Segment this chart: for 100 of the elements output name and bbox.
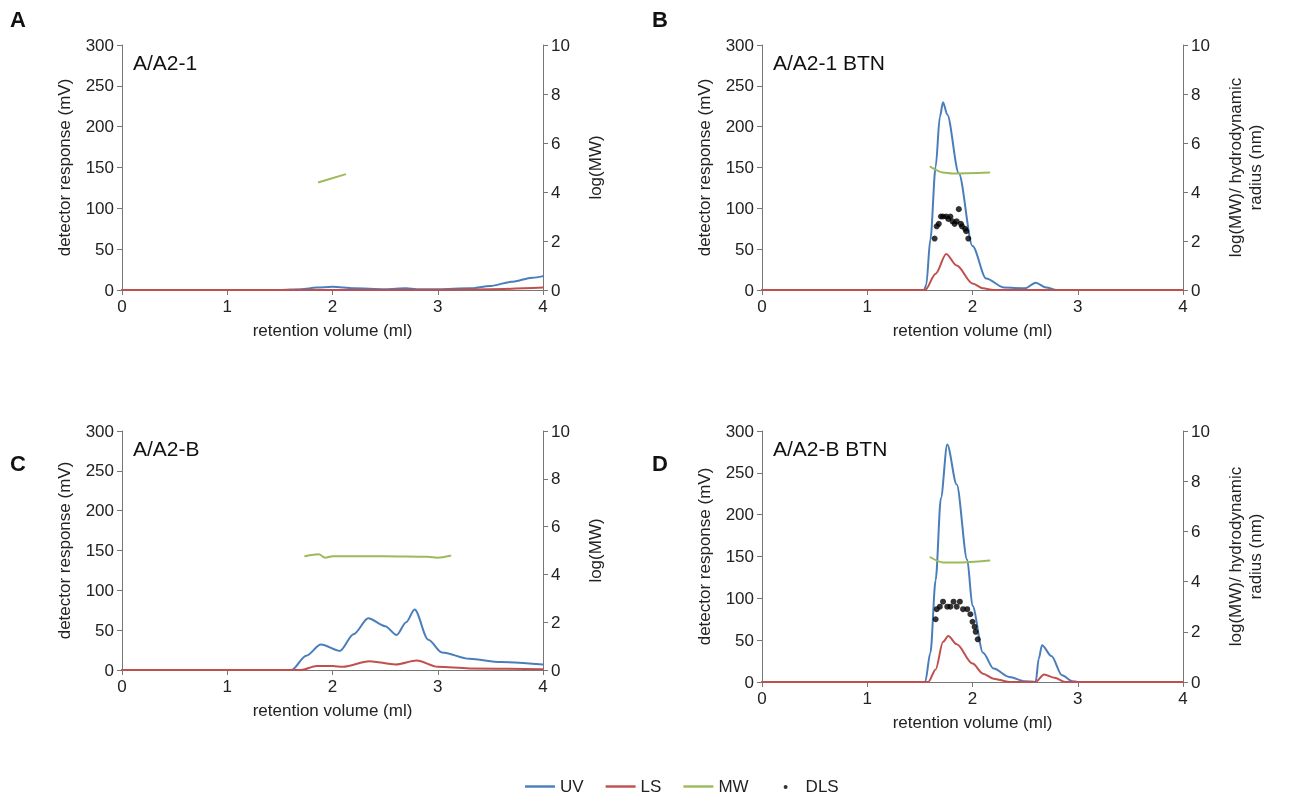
- y2-tick-label: 2: [1191, 622, 1201, 642]
- x-tick-label: 3: [433, 677, 443, 696]
- point: [955, 206, 962, 213]
- y-tick-label: 0: [104, 660, 114, 680]
- y-tick-label: 0: [104, 280, 114, 300]
- y-tick-label: 300: [725, 421, 754, 441]
- point: [974, 636, 981, 643]
- y2-tick-label: 6: [551, 133, 561, 153]
- y-tick-label: 250: [725, 463, 754, 483]
- y2-axis-title: log(MW)/ hydrodynamic radius (nm): [1225, 466, 1265, 647]
- y-tick-label: 200: [85, 501, 114, 521]
- point: [940, 598, 947, 605]
- point: [964, 606, 971, 613]
- y-tick-label: 100: [85, 198, 114, 218]
- y2-tick-label: 6: [551, 517, 561, 537]
- text: C: [10, 450, 26, 476]
- y2-tick-label: 8: [1191, 84, 1201, 104]
- y2-tick-label: 0: [551, 280, 561, 300]
- x-tick-label: 3: [1073, 689, 1083, 708]
- y2-tick-label: 8: [1191, 471, 1201, 491]
- x-tick-label: 1: [862, 689, 872, 708]
- point: [931, 235, 938, 242]
- x-tick-label: 4: [1178, 297, 1188, 316]
- point: [972, 628, 979, 635]
- x-tick-label: 4: [1178, 689, 1188, 708]
- x-tick-label: 2: [327, 297, 338, 316]
- point: [967, 611, 974, 618]
- x-tick-label: 3: [1073, 297, 1083, 316]
- y-tick-label: 0: [744, 280, 754, 300]
- y-tick-label: 300: [85, 421, 114, 441]
- point: [932, 616, 939, 623]
- x-tick-label: 1: [222, 677, 232, 696]
- x-axis-title: retention volume (ml): [252, 700, 413, 720]
- y-tick-label: 50: [95, 620, 114, 640]
- y2-tick-label: 10: [551, 421, 570, 441]
- y-tick-label: 50: [735, 239, 754, 259]
- y2-tick-label: 2: [1191, 231, 1201, 251]
- y2-axis-title: log(MW)/ hydrodynamic radius (nm): [1225, 77, 1265, 258]
- x-tick-label: 0: [117, 297, 127, 316]
- x-tick-label: 2: [967, 297, 978, 316]
- y-tick-label: 150: [85, 541, 114, 560]
- y-tick-label: 200: [85, 117, 114, 137]
- legend-label: LS: [640, 777, 662, 796]
- legend-label: MW: [718, 777, 749, 796]
- y2-axis-title: log(MW): [585, 518, 605, 583]
- y2-axis-title: log(MW): [585, 135, 605, 200]
- y-axis-title: detector response (mV): [54, 461, 74, 640]
- y2-tick-label: 4: [551, 182, 561, 202]
- x-tick-label: 0: [757, 689, 767, 708]
- legend-label: DLS: [805, 777, 839, 796]
- y-tick-label: 300: [725, 35, 754, 55]
- y2-tick-label: 8: [551, 469, 561, 489]
- x-tick-label: 0: [757, 297, 767, 316]
- y2-tick-label: 2: [551, 612, 561, 632]
- chart-title: A/A2-1: [133, 51, 198, 74]
- y2-tick-label: 6: [1191, 521, 1201, 541]
- y-tick-label: 100: [725, 588, 754, 608]
- y2-tick-label: 8: [551, 84, 561, 104]
- x-tick-label: 3: [433, 297, 443, 316]
- y-tick-label: 150: [85, 158, 114, 177]
- y2-tick-label: 0: [1191, 280, 1201, 300]
- text: A: [10, 6, 26, 32]
- x-tick-label: 1: [862, 297, 872, 316]
- legend-label: UV: [560, 777, 585, 796]
- chart-title: A/A2-B: [133, 437, 200, 460]
- y-tick-label: 200: [725, 117, 754, 137]
- y-tick-label: 100: [725, 198, 754, 218]
- y-tick-label: 250: [85, 76, 114, 96]
- x-axis-title: retention volume (ml): [892, 712, 1053, 732]
- y-tick-label: 50: [735, 630, 754, 650]
- x-axis-title: retention volume (ml): [892, 320, 1053, 340]
- y2-tick-label: 4: [1191, 572, 1201, 592]
- y-tick-label: 250: [725, 76, 754, 96]
- chart-title: A/A2-B BTN: [773, 437, 888, 460]
- y2-tick-label: 0: [551, 660, 561, 680]
- x-tick-label: 4: [538, 297, 548, 316]
- y2-tick-label: 10: [1191, 35, 1210, 55]
- y-tick-label: 150: [725, 547, 754, 566]
- x-tick-label: 0: [117, 677, 127, 696]
- x-tick-label: 2: [967, 689, 978, 708]
- point: [956, 598, 963, 605]
- text: D: [652, 450, 668, 476]
- x-tick-label: 1: [222, 297, 232, 316]
- x-tick-label: 2: [327, 677, 338, 696]
- y2-tick-label: 2: [551, 231, 561, 251]
- y-axis-title: detector response (mV): [694, 467, 714, 646]
- y-tick-label: 100: [85, 580, 114, 600]
- x-axis-title: retention volume (ml): [252, 320, 413, 340]
- chart-title: A/A2-1 BTN: [773, 51, 886, 74]
- y-tick-label: 150: [725, 158, 754, 177]
- y-tick-label: 200: [725, 505, 754, 525]
- y2-tick-label: 4: [551, 564, 561, 584]
- y-tick-label: 300: [85, 35, 114, 55]
- y-axis-title: detector response (mV): [694, 78, 714, 257]
- y-tick-label: 50: [95, 239, 114, 259]
- text: B: [652, 6, 668, 32]
- y-tick-label: 250: [85, 461, 114, 481]
- x-tick-label: 4: [538, 677, 548, 696]
- y2-tick-label: 6: [1191, 133, 1201, 153]
- y-axis-title: detector response (mV): [54, 78, 74, 257]
